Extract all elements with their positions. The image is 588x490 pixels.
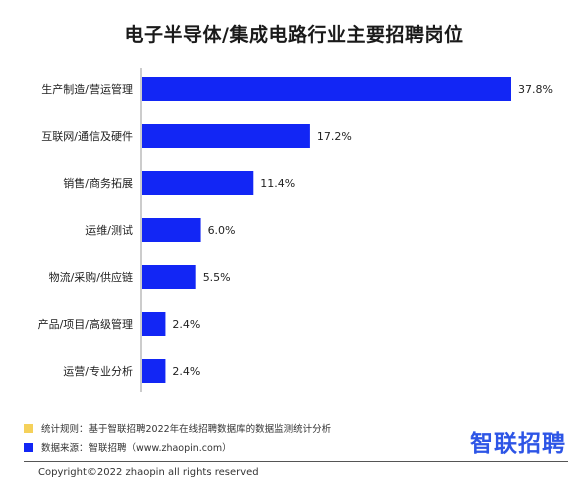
bar bbox=[142, 77, 511, 101]
data-source-text: 数据来源：智联招聘（www.zhaopin.com） bbox=[41, 443, 232, 454]
bar bbox=[142, 312, 166, 336]
value-label: 5.5% bbox=[203, 271, 231, 284]
value-label: 2.4% bbox=[172, 365, 200, 378]
stat-rule-text: 统计规则：基于智联招聘2022年在线招聘数据库的数据监测统计分析 bbox=[41, 424, 332, 435]
bar bbox=[142, 171, 254, 195]
value-label: 17.2% bbox=[317, 130, 352, 143]
copyright-text: Copyright©2022 zhaopin all rights reserv… bbox=[38, 467, 259, 478]
value-label: 2.4% bbox=[172, 318, 200, 331]
category-label: 销售/商务拓展 bbox=[63, 176, 133, 190]
stat-rule-marker bbox=[24, 423, 33, 433]
bar bbox=[142, 265, 196, 289]
category-label: 产品/项目/高级管理 bbox=[38, 317, 133, 331]
bar bbox=[142, 124, 310, 148]
zhaopin-logo: 智联招聘 bbox=[470, 431, 566, 457]
value-label: 6.0% bbox=[208, 224, 236, 237]
category-label: 运营/专业分析 bbox=[63, 364, 133, 378]
stat-rule-note: 统计规则：基于智联招聘2022年在线招聘数据库的数据监测统计分析 bbox=[24, 421, 331, 435]
data-source-note: 数据来源：智联招聘（www.zhaopin.com） bbox=[24, 440, 232, 454]
footer-divider bbox=[24, 461, 568, 462]
category-label: 互联网/通信及硬件 bbox=[41, 130, 133, 143]
value-label: 11.4% bbox=[260, 177, 295, 190]
chart-title: 电子半导体/集成电路行业主要招聘岗位 bbox=[124, 24, 464, 46]
value-label: 37.8% bbox=[518, 83, 553, 96]
category-label: 物流/采购/供应链 bbox=[49, 270, 133, 284]
bar bbox=[142, 218, 201, 242]
bar-chart: 生产制造/营运管理 37.8% 互联网/通信及硬件 17.2% 销售/商务拓展 11.4%… bbox=[38, 68, 553, 392]
category-label: 运维/测试 bbox=[85, 224, 133, 237]
data-source-marker bbox=[24, 442, 33, 452]
bar bbox=[142, 359, 166, 383]
category-label: 生产制造/营运管理 bbox=[41, 82, 133, 96]
